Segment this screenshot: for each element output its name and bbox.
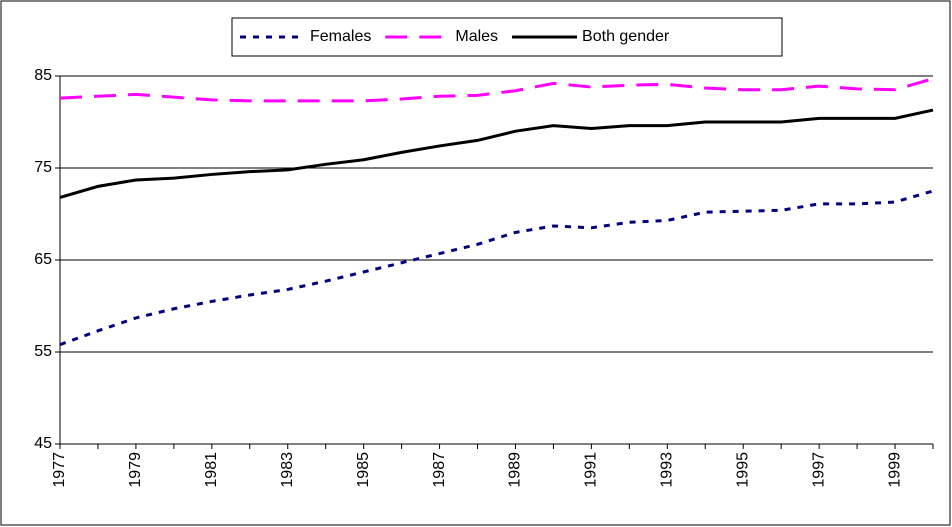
x-tick-label: 1985 <box>355 452 372 488</box>
legend: Females Males Both gender <box>231 17 783 57</box>
x-tick-label: 1999 <box>886 452 903 488</box>
x-tick-label: 1977 <box>51 452 68 488</box>
x-tick-label: 1991 <box>583 452 600 488</box>
legend-label: Both gender <box>582 28 670 45</box>
series-line <box>59 189 934 347</box>
y-tick-label: 45 <box>34 435 52 452</box>
y-tick-label: 55 <box>34 343 52 360</box>
legend-label: Males <box>455 28 498 45</box>
y-tick-label: 75 <box>34 159 52 176</box>
legend-label: Females <box>310 28 371 45</box>
x-tick-label: 1995 <box>734 452 751 488</box>
y-tick-label: 65 <box>34 251 52 268</box>
x-tick-label: 1981 <box>203 452 220 488</box>
x-tick-label: 1993 <box>659 452 676 488</box>
y-tick-label: 85 <box>34 67 52 84</box>
series-line <box>59 77 934 103</box>
x-tick-label: 1987 <box>431 452 448 488</box>
x-tick-label: 1989 <box>507 452 524 488</box>
series-line <box>59 108 934 199</box>
legend-box <box>231 17 783 57</box>
x-tick-label: 1979 <box>127 452 144 488</box>
x-tick-label: 1997 <box>810 452 827 488</box>
x-tick-label: 1983 <box>279 452 296 488</box>
